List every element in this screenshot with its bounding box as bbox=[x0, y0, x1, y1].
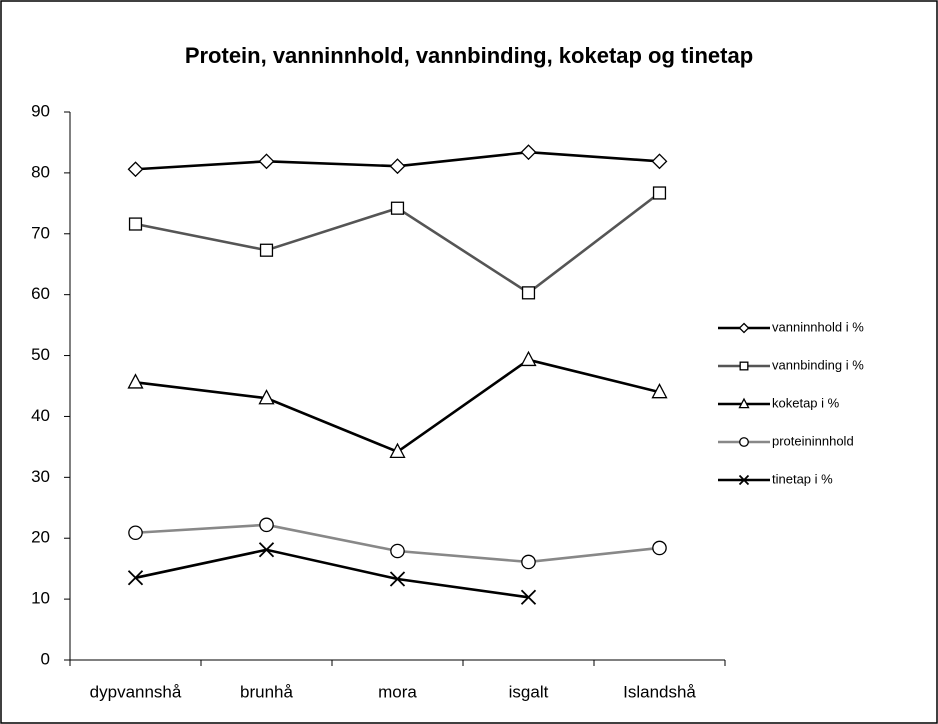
y-tick-label: 60 bbox=[31, 284, 50, 303]
legend-label: tinetap i % bbox=[772, 471, 833, 486]
marker bbox=[520, 589, 537, 605]
y-tick-label: 10 bbox=[31, 589, 50, 608]
marker bbox=[652, 540, 667, 556]
marker bbox=[521, 554, 536, 570]
marker bbox=[259, 243, 274, 257]
marker bbox=[652, 186, 667, 200]
y-tick-label: 80 bbox=[31, 162, 50, 181]
marker bbox=[738, 322, 750, 334]
y-tick-label: 90 bbox=[31, 101, 50, 120]
marker bbox=[127, 570, 144, 586]
x-tick-label: mora bbox=[378, 682, 417, 701]
legend-label: vannbinding i % bbox=[772, 357, 864, 372]
chart-title: Protein, vanninnhold, vannbinding, koket… bbox=[185, 43, 753, 68]
marker bbox=[738, 474, 750, 486]
marker bbox=[127, 161, 144, 178]
legend-label: koketap i % bbox=[772, 395, 840, 410]
y-tick-label: 30 bbox=[31, 467, 50, 486]
marker bbox=[258, 542, 275, 558]
marker bbox=[128, 217, 143, 231]
marker bbox=[390, 543, 405, 559]
legend-label: vanninnhold i % bbox=[772, 319, 864, 334]
marker bbox=[127, 373, 144, 389]
marker bbox=[739, 437, 749, 447]
y-tick-label: 40 bbox=[31, 406, 50, 425]
marker bbox=[258, 153, 275, 170]
marker bbox=[520, 350, 537, 367]
marker bbox=[651, 153, 668, 170]
marker bbox=[521, 286, 536, 300]
x-tick-label: dypvannshå bbox=[90, 682, 182, 701]
marker bbox=[258, 389, 275, 405]
marker bbox=[259, 517, 274, 533]
y-tick-label: 50 bbox=[31, 345, 50, 364]
marker bbox=[128, 525, 143, 541]
marker bbox=[520, 144, 537, 161]
x-tick-label: isgalt bbox=[509, 682, 549, 701]
marker bbox=[739, 361, 749, 371]
legend-label: proteininnhold bbox=[772, 433, 854, 448]
y-tick-label: 20 bbox=[31, 528, 50, 547]
x-tick-label: Islandshå bbox=[623, 682, 696, 701]
series-line bbox=[135, 548, 529, 599]
x-tick-label: brunhå bbox=[240, 682, 293, 701]
y-tick-label: 0 bbox=[41, 649, 50, 668]
marker bbox=[738, 397, 750, 409]
marker bbox=[389, 571, 406, 587]
marker bbox=[389, 442, 406, 459]
marker bbox=[651, 382, 668, 399]
y-tick-label: 70 bbox=[31, 223, 50, 242]
marker bbox=[390, 201, 405, 215]
marker bbox=[389, 158, 406, 175]
